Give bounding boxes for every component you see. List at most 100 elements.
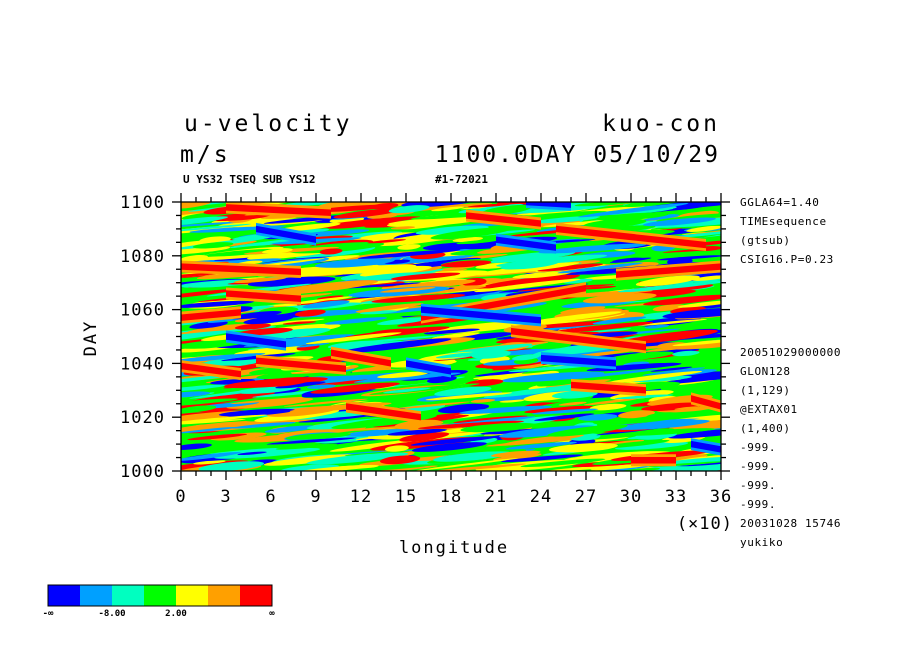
heatmap-cell bbox=[387, 215, 492, 228]
heatmap-cell bbox=[669, 419, 721, 431]
heatmap-cell bbox=[531, 342, 572, 350]
heatmap-cell bbox=[277, 426, 366, 437]
side-info-line: -999. bbox=[740, 479, 776, 492]
heatmap-cell bbox=[652, 304, 685, 312]
heatmap-cell bbox=[431, 206, 465, 212]
heatmap-cell bbox=[218, 408, 295, 417]
heatmap-cell bbox=[187, 433, 248, 441]
heatmap-cell bbox=[425, 392, 513, 401]
heatmap-cell bbox=[520, 458, 606, 468]
heatmap-cell bbox=[547, 424, 628, 437]
heatmap-cell bbox=[666, 331, 721, 341]
heatmap-cell bbox=[266, 437, 357, 445]
y-axis-label: DAY bbox=[81, 320, 101, 357]
heatmap-cell bbox=[247, 276, 336, 287]
colorbar-label: 2.00 bbox=[165, 609, 187, 619]
heatmap-cell bbox=[657, 255, 721, 261]
heatmap-cell bbox=[500, 454, 584, 463]
heatmap-cell bbox=[432, 451, 513, 462]
heatmap-cell bbox=[210, 432, 267, 441]
heatmap-cell bbox=[617, 410, 655, 419]
heatmap-cell bbox=[305, 332, 402, 345]
colorbar: -∞ -8.00 2.00 ∞ bbox=[43, 584, 275, 619]
heatmap-cell bbox=[327, 340, 384, 349]
heatmap-band bbox=[181, 309, 241, 321]
heatmap-band bbox=[691, 395, 721, 410]
heatmap-cell bbox=[481, 251, 576, 263]
heatmap-cell bbox=[607, 351, 674, 362]
x-axis-label: longitude bbox=[399, 538, 509, 558]
heatmap-cell bbox=[416, 458, 519, 471]
heatmap-cell bbox=[264, 425, 317, 433]
heatmap-cell bbox=[234, 323, 271, 330]
x-tick-label: 27 bbox=[575, 487, 597, 507]
heatmap-cell bbox=[672, 350, 700, 357]
heatmap-cell bbox=[181, 414, 268, 424]
heatmap-cell bbox=[232, 421, 296, 429]
heatmap-cell bbox=[181, 330, 234, 344]
heatmap-cell bbox=[397, 244, 421, 250]
heatmap-cell bbox=[500, 260, 559, 270]
heatmap-cell bbox=[181, 221, 246, 228]
heatmap-cell bbox=[406, 395, 504, 407]
heatmap-cell bbox=[592, 316, 647, 325]
heatmap-cell bbox=[198, 461, 265, 471]
heatmap-cell bbox=[583, 293, 657, 304]
heatmap-cell bbox=[387, 428, 447, 436]
heatmap-cell bbox=[352, 465, 438, 471]
heatmap-cell bbox=[586, 362, 682, 372]
heatmap-cell bbox=[595, 212, 669, 221]
heatmap-cell bbox=[646, 412, 677, 419]
heatmap-cell bbox=[399, 432, 450, 442]
heatmap-cell bbox=[181, 272, 222, 279]
heatmap-cell bbox=[621, 428, 715, 436]
heatmap-cell bbox=[320, 368, 429, 377]
heatmap-cell bbox=[642, 367, 706, 376]
heatmap-cell bbox=[214, 448, 321, 459]
heatmap-cell bbox=[615, 441, 689, 450]
heatmap-cell bbox=[418, 420, 525, 429]
variable-title: u-velocity bbox=[184, 111, 352, 137]
units-label: m/s bbox=[180, 142, 231, 168]
heatmap-cell bbox=[578, 203, 689, 218]
heatmap-band bbox=[226, 204, 331, 216]
x-tick-label: 24 bbox=[530, 487, 552, 507]
heatmap-cell bbox=[560, 306, 606, 314]
heatmap-cell bbox=[459, 405, 552, 414]
heatmap-cell bbox=[181, 374, 239, 387]
heatmap-cell bbox=[415, 225, 489, 235]
heatmap-cell bbox=[189, 384, 297, 399]
colorbar-swatch bbox=[112, 585, 144, 606]
heatmap-cell bbox=[279, 464, 340, 471]
x-tick-label: 9 bbox=[310, 487, 321, 507]
heatmap-cell bbox=[410, 436, 498, 446]
heatmap-cell bbox=[181, 289, 236, 300]
heatmap-cell bbox=[315, 258, 395, 268]
heatmap-cell bbox=[229, 311, 282, 320]
heatmap-cell bbox=[501, 371, 605, 383]
side-info-line: @EXTAX01 bbox=[740, 403, 798, 416]
heatmap-cell bbox=[353, 372, 461, 383]
side-info-line: CSIG16.P=0.23 bbox=[740, 253, 834, 266]
heatmap-cell bbox=[583, 398, 638, 406]
heatmap-cell bbox=[355, 303, 424, 313]
heatmap-cell bbox=[537, 263, 604, 272]
heatmap-cell bbox=[470, 398, 496, 403]
heatmap-cell bbox=[549, 321, 654, 334]
heatmap-cell bbox=[643, 217, 717, 227]
heatmap-cell bbox=[317, 202, 396, 209]
x-tick-label: 30 bbox=[620, 487, 642, 507]
x-axis: 0 3 6 9 12 15 18 21 24 27 30 33 36 bbox=[175, 193, 731, 507]
heatmap-cell bbox=[427, 344, 467, 349]
heatmap-cell bbox=[271, 237, 362, 245]
heatmap-cell bbox=[481, 274, 580, 289]
heatmap-cell bbox=[390, 401, 471, 410]
heatmap-band bbox=[691, 440, 721, 453]
heatmap-cell bbox=[672, 202, 721, 209]
colorbar-label: -8.00 bbox=[98, 609, 125, 619]
heatmap-cell bbox=[512, 271, 572, 279]
heatmap-cell bbox=[344, 429, 411, 437]
x-tick-label: 33 bbox=[665, 487, 687, 507]
y-tick-label: 1100 bbox=[120, 193, 165, 213]
heatmap-cell bbox=[524, 405, 594, 414]
